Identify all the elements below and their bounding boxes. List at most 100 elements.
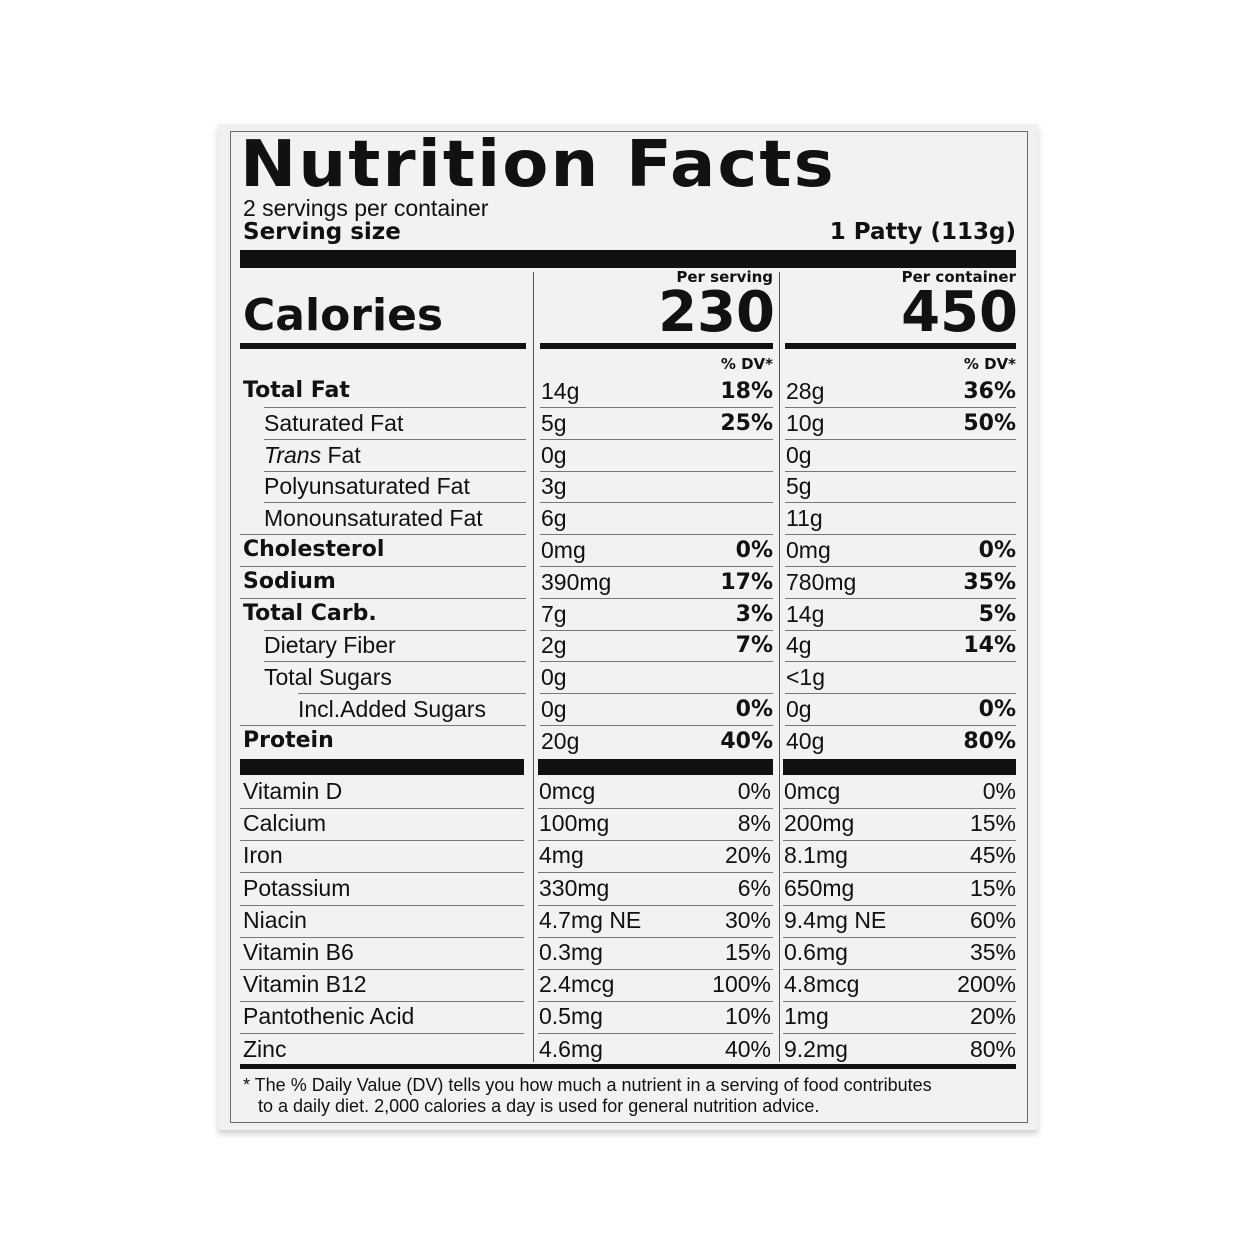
serving-amount: 2g (541, 632, 567, 659)
vitamin-container-dv: 45% (969, 842, 1016, 869)
per-container-label: Per container (901, 268, 1016, 286)
nutrient-name: Total Carb. (243, 601, 377, 626)
nutrient-name-text: Saturated Fat (264, 409, 404, 436)
row-rule (540, 566, 773, 567)
row-rule (540, 629, 773, 631)
vitamin-serving-amount: 4mg (539, 842, 584, 869)
row-rule (540, 693, 773, 695)
vitamin-rule (240, 904, 524, 906)
container-amount: 14g (786, 600, 825, 627)
vitamin-serving-dv: 0% (737, 778, 771, 804)
row-rule (540, 661, 773, 663)
serving-amount: 0g (541, 664, 567, 691)
vitamin-container-amount: 9.2mg (784, 1035, 848, 1062)
row-rule (785, 566, 1016, 567)
row-rule (785, 661, 1016, 663)
vitamin-serving-dv: 100% (712, 971, 771, 998)
nutrient-name: Total Fat (243, 378, 350, 403)
vitamin-rule (783, 936, 1016, 938)
vitamin-name: Vitamin B6 (243, 939, 354, 965)
serving-dv: 40% (720, 728, 773, 754)
serving-amount: 14g (541, 378, 580, 404)
serving-dv: 25% (720, 410, 773, 436)
row-rule (540, 534, 773, 536)
per-serving-label: Per serving (676, 268, 773, 286)
serving-amount: 3g (541, 473, 567, 500)
serving-dv: 7% (735, 633, 773, 659)
row-rule (785, 725, 1016, 726)
vitamin-container-dv: 60% (969, 906, 1016, 933)
vitamin-rule (240, 840, 524, 842)
serving-amount: 20g (541, 727, 580, 754)
footnote: * The % Daily Value (DV) tells you how m… (243, 1075, 1013, 1117)
serving-dv: 3% (735, 601, 773, 627)
serving-amount: 0mg (541, 537, 586, 563)
container-amount: 0mg (786, 537, 831, 563)
vitamin-container-dv: 0% (982, 778, 1016, 804)
vitamin-rule (783, 840, 1016, 842)
container-dv: 0% (978, 538, 1016, 563)
serving-dv: 0% (735, 538, 773, 563)
container-amount: <1g (786, 664, 826, 691)
label-title: Nutrition Facts (240, 128, 836, 202)
vitamin-rule (538, 904, 773, 906)
row-rule (785, 534, 1016, 536)
vitamin-rule (538, 872, 773, 874)
vitamin-rule (538, 1001, 773, 1003)
serving-amount: 0g (541, 696, 567, 722)
container-amount: 40g (786, 727, 825, 754)
vitamin-serving-dv: 6% (737, 874, 771, 901)
serving-dv: 18% (720, 379, 773, 404)
vitamin-rule (538, 840, 773, 842)
row-rule (785, 693, 1016, 695)
vitamin-name: Vitamin B12 (243, 971, 367, 998)
calories-per-serving: 230 (658, 280, 775, 345)
vitamin-rule (240, 969, 524, 970)
row-rule (240, 566, 526, 567)
serving-amount: 7g (541, 600, 567, 627)
nutrient-name-text: Total Sugars (264, 664, 392, 691)
row-rule (264, 629, 526, 631)
row-rule (785, 407, 1016, 408)
vitamin-serving-amount: 0mcg (539, 778, 596, 804)
vitamin-container-amount: 9.4mg NE (784, 906, 887, 933)
vitamin-serving-dv: 8% (737, 810, 771, 837)
vitamin-container-dv: 20% (969, 1003, 1016, 1030)
nutrient-name-text: Monounsaturated Fat (264, 505, 483, 532)
vitamin-name: Niacin (243, 906, 307, 933)
vitamin-name: Potassium (243, 874, 351, 901)
dv-header-container: % DV* (963, 355, 1016, 373)
vitamin-container-amount: 1mg (784, 1003, 829, 1030)
nutrient-name-text: Cholesterol (243, 537, 385, 562)
column-divider-2 (779, 272, 780, 1062)
row-rule (264, 438, 526, 440)
serving-dv: 17% (720, 569, 773, 595)
nutrient-name: Saturated Fat (264, 410, 403, 437)
nutrient-name-italic: Trans (264, 441, 322, 468)
vitamin-rule (783, 1001, 1016, 1003)
thick-divider-bottom (240, 1064, 1016, 1069)
nutrient-name-text: Fat (321, 441, 361, 468)
nutrient-name-text: Protein (243, 727, 334, 753)
vitamin-serving-amount: 4.6mg (539, 1035, 603, 1062)
container-dv: 50% (963, 410, 1016, 436)
serving-amount: 390mg (541, 568, 612, 595)
vitamin-rule (240, 808, 524, 809)
vitamin-container-dv: 80% (969, 1035, 1016, 1062)
vitamin-container-dv: 35% (969, 939, 1016, 965)
vitamin-rule (538, 808, 773, 809)
row-rule (540, 597, 773, 599)
dv-header-serving: % DV* (720, 355, 773, 373)
nutrient-name-text: Sodium (243, 568, 336, 594)
nutrient-name: Protein (243, 728, 334, 753)
calories-rule-name (240, 343, 526, 349)
vitamin-rule (783, 808, 1016, 809)
nutrient-name: Total Sugars (264, 664, 392, 691)
row-rule (785, 629, 1016, 631)
vitamin-serving-dv: 30% (724, 906, 771, 933)
nutrient-name-text: Incl.Added Sugars (298, 696, 486, 722)
vitamin-name: Zinc (243, 1035, 287, 1062)
serving-amount: 0g (541, 441, 567, 468)
row-rule (264, 661, 526, 663)
vitamin-serving-dv: 40% (724, 1035, 771, 1062)
